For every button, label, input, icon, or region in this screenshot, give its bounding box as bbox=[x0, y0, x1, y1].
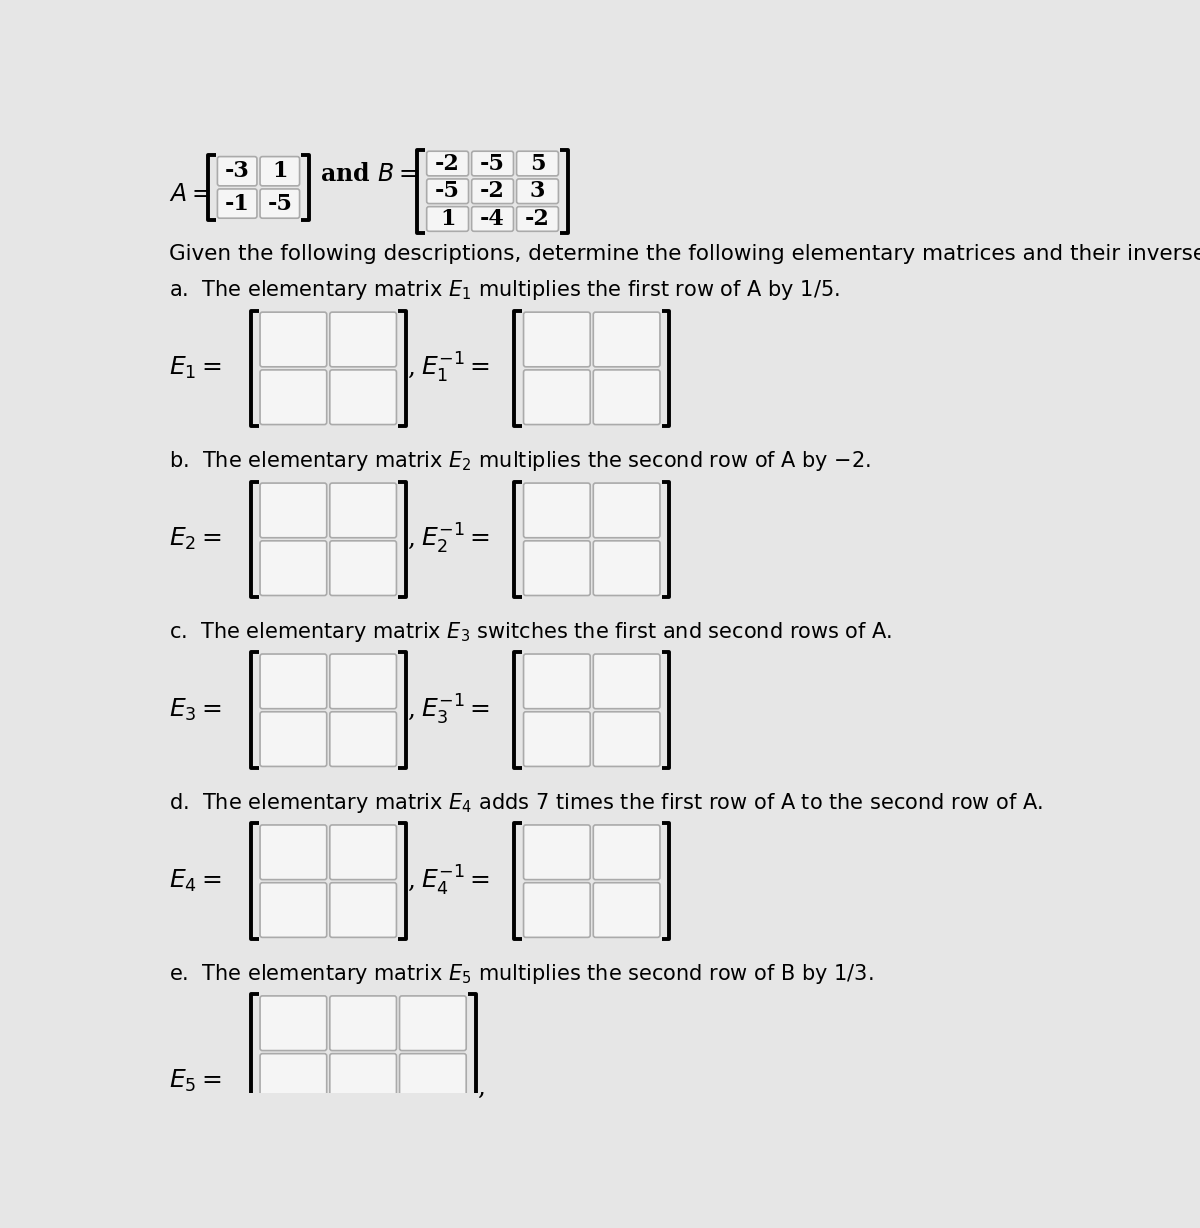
Text: -5: -5 bbox=[268, 193, 293, 215]
FancyBboxPatch shape bbox=[523, 540, 590, 596]
Text: $E_2 =$: $E_2 =$ bbox=[169, 526, 222, 553]
FancyBboxPatch shape bbox=[260, 1111, 326, 1167]
Text: ,: , bbox=[478, 1077, 485, 1100]
Text: ,: , bbox=[407, 699, 415, 722]
Text: ,: , bbox=[407, 869, 415, 893]
Text: b.  The elementary matrix $E_2$ multiplies the second row of A by $-$2.: b. The elementary matrix $E_2$ multiplie… bbox=[169, 449, 871, 473]
FancyBboxPatch shape bbox=[400, 996, 466, 1051]
FancyBboxPatch shape bbox=[593, 883, 660, 937]
FancyBboxPatch shape bbox=[260, 540, 326, 596]
FancyBboxPatch shape bbox=[523, 483, 590, 538]
Text: $A =$: $A =$ bbox=[169, 182, 211, 205]
Text: 3: 3 bbox=[530, 181, 545, 203]
FancyBboxPatch shape bbox=[330, 1111, 396, 1167]
Text: 5: 5 bbox=[529, 152, 545, 174]
Text: ,: , bbox=[407, 528, 415, 551]
FancyBboxPatch shape bbox=[330, 825, 396, 879]
Text: $E_3^{-1} =$: $E_3^{-1} =$ bbox=[421, 693, 491, 727]
Text: -2: -2 bbox=[480, 181, 505, 203]
FancyBboxPatch shape bbox=[217, 157, 257, 185]
FancyBboxPatch shape bbox=[523, 370, 590, 425]
Text: $E_1^{-1} =$: $E_1^{-1} =$ bbox=[421, 351, 491, 386]
FancyBboxPatch shape bbox=[400, 1054, 466, 1109]
FancyBboxPatch shape bbox=[523, 825, 590, 879]
Text: $E_4^{-1} =$: $E_4^{-1} =$ bbox=[421, 865, 491, 898]
FancyBboxPatch shape bbox=[260, 996, 326, 1051]
FancyBboxPatch shape bbox=[330, 312, 396, 367]
FancyBboxPatch shape bbox=[427, 206, 468, 231]
FancyBboxPatch shape bbox=[593, 540, 660, 596]
Text: c.  The elementary matrix $E_3$ switches the first and second rows of A.: c. The elementary matrix $E_3$ switches … bbox=[169, 620, 893, 645]
FancyBboxPatch shape bbox=[516, 151, 558, 176]
Text: d.  The elementary matrix $E_4$ adds 7 times the first row of A to the second ro: d. The elementary matrix $E_4$ adds 7 ti… bbox=[169, 791, 1043, 815]
FancyBboxPatch shape bbox=[400, 1111, 466, 1167]
FancyBboxPatch shape bbox=[330, 996, 396, 1051]
FancyBboxPatch shape bbox=[260, 825, 326, 879]
FancyBboxPatch shape bbox=[516, 206, 558, 231]
FancyBboxPatch shape bbox=[593, 825, 660, 879]
FancyBboxPatch shape bbox=[330, 370, 396, 425]
FancyBboxPatch shape bbox=[593, 370, 660, 425]
FancyBboxPatch shape bbox=[472, 179, 514, 204]
Text: -2: -2 bbox=[526, 208, 550, 230]
FancyBboxPatch shape bbox=[516, 179, 558, 204]
FancyBboxPatch shape bbox=[523, 883, 590, 937]
Text: $E_5 =$: $E_5 =$ bbox=[169, 1068, 222, 1094]
FancyBboxPatch shape bbox=[330, 483, 396, 538]
FancyBboxPatch shape bbox=[523, 312, 590, 367]
Text: Given the following descriptions, determine the following elementary matrices an: Given the following descriptions, determ… bbox=[169, 243, 1200, 264]
FancyBboxPatch shape bbox=[330, 883, 396, 937]
FancyBboxPatch shape bbox=[260, 189, 300, 219]
FancyBboxPatch shape bbox=[472, 206, 514, 231]
FancyBboxPatch shape bbox=[472, 151, 514, 176]
FancyBboxPatch shape bbox=[260, 883, 326, 937]
FancyBboxPatch shape bbox=[217, 189, 257, 219]
Text: and $B =$: and $B =$ bbox=[320, 162, 418, 187]
Text: -4: -4 bbox=[480, 208, 505, 230]
Text: $E_3 =$: $E_3 =$ bbox=[169, 698, 222, 723]
Text: 1: 1 bbox=[272, 160, 288, 182]
FancyBboxPatch shape bbox=[593, 483, 660, 538]
FancyBboxPatch shape bbox=[330, 655, 396, 709]
FancyBboxPatch shape bbox=[593, 312, 660, 367]
FancyBboxPatch shape bbox=[260, 312, 326, 367]
FancyBboxPatch shape bbox=[260, 370, 326, 425]
FancyBboxPatch shape bbox=[427, 151, 468, 176]
Text: ,: , bbox=[407, 357, 415, 379]
FancyBboxPatch shape bbox=[260, 655, 326, 709]
FancyBboxPatch shape bbox=[330, 540, 396, 596]
FancyBboxPatch shape bbox=[260, 1054, 326, 1109]
Text: -5: -5 bbox=[436, 181, 460, 203]
FancyBboxPatch shape bbox=[260, 712, 326, 766]
Text: $E_4 =$: $E_4 =$ bbox=[169, 868, 222, 894]
Text: a.  The elementary matrix $E_1$ multiplies the first row of A by 1/5.: a. The elementary matrix $E_1$ multiplie… bbox=[169, 279, 840, 302]
FancyBboxPatch shape bbox=[330, 712, 396, 766]
FancyBboxPatch shape bbox=[523, 712, 590, 766]
Text: -1: -1 bbox=[224, 193, 250, 215]
FancyBboxPatch shape bbox=[593, 712, 660, 766]
FancyBboxPatch shape bbox=[330, 1054, 396, 1109]
FancyBboxPatch shape bbox=[427, 179, 468, 204]
FancyBboxPatch shape bbox=[593, 655, 660, 709]
Text: -3: -3 bbox=[224, 160, 250, 182]
Text: $E_1 =$: $E_1 =$ bbox=[169, 355, 222, 382]
Text: 1: 1 bbox=[440, 208, 455, 230]
Text: $E_2^{-1} =$: $E_2^{-1} =$ bbox=[421, 522, 491, 556]
Text: -2: -2 bbox=[436, 152, 460, 174]
Text: -5: -5 bbox=[480, 152, 505, 174]
FancyBboxPatch shape bbox=[523, 655, 590, 709]
FancyBboxPatch shape bbox=[260, 157, 300, 185]
FancyBboxPatch shape bbox=[260, 483, 326, 538]
Text: e.  The elementary matrix $E_5$ multiplies the second row of B by 1/3.: e. The elementary matrix $E_5$ multiplie… bbox=[169, 962, 874, 986]
